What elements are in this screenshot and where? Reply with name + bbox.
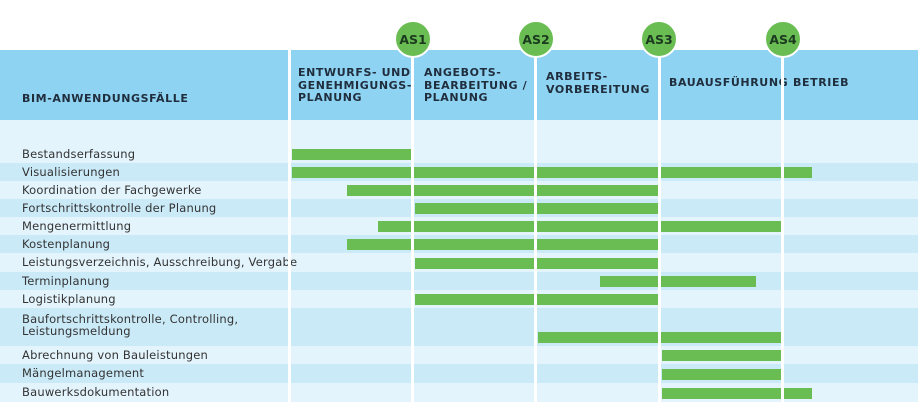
row-label: Mengenermittlung bbox=[22, 219, 132, 233]
gantt-bar bbox=[661, 388, 812, 399]
phase-divider bbox=[411, 50, 415, 418]
phase-divider bbox=[288, 50, 291, 418]
row-label: Visualisierungen bbox=[22, 165, 120, 179]
gantt-bar bbox=[347, 185, 658, 196]
column-title: BIM-ANWENDUNGSFÄLLE bbox=[22, 92, 189, 105]
phase-label-4: BAUAUSFÜHRUNG bbox=[669, 76, 789, 89]
row-label: Koordination der Fachgewerke bbox=[22, 183, 202, 197]
header-spacer bbox=[0, 120, 918, 145]
gantt-bar bbox=[661, 369, 781, 380]
phase-label-5: BETRIEB bbox=[793, 76, 850, 89]
row-label: Mängelmanagement bbox=[22, 366, 145, 380]
row-label: Bauwerksdokumentation bbox=[22, 385, 170, 399]
header-band bbox=[0, 50, 918, 120]
row-label: Fortschrittskontrolle der Planung bbox=[22, 201, 217, 215]
gantt-bar bbox=[292, 167, 812, 178]
milestone-as3: AS3 bbox=[640, 20, 678, 58]
milestone-as2: AS2 bbox=[517, 20, 555, 58]
phase-label-3: ARBEITS- VORBEREITUNG bbox=[546, 70, 650, 96]
gantt-bar bbox=[600, 276, 757, 287]
row-label: Terminplanung bbox=[22, 274, 110, 288]
row-label: Bestandserfassung bbox=[22, 147, 136, 161]
table-row: Baufortschrittskontrolle, Controlling, L… bbox=[0, 308, 918, 346]
phase-label-2: ANGEBOTS- BEARBEITUNG / PLANUNG bbox=[424, 66, 528, 104]
gantt-bar bbox=[378, 221, 781, 232]
phase-divider bbox=[534, 50, 538, 418]
row-label: Abrechnung von Bauleistungen bbox=[22, 348, 208, 362]
gantt-bar bbox=[661, 350, 781, 361]
gantt-bar bbox=[347, 239, 658, 250]
milestone-as1: AS1 bbox=[394, 20, 432, 58]
gantt-bar bbox=[292, 149, 412, 160]
phase-divider bbox=[780, 50, 784, 418]
row-label: Logistikplanung bbox=[22, 292, 116, 306]
table-row: Bestandserfassung bbox=[0, 145, 918, 163]
row-label: Leistungsverzeichnis, Ausschreibung, Ver… bbox=[22, 255, 298, 269]
milestone-as4: AS4 bbox=[764, 20, 802, 58]
row-label: Baufortschrittskontrolle, Controlling, L… bbox=[22, 312, 239, 338]
phase-divider bbox=[657, 50, 661, 418]
phase-label-1: ENTWURFS- UND GENEHMIGUNGS- PLANUNG bbox=[298, 66, 412, 104]
row-label: Kostenplanung bbox=[22, 237, 111, 251]
